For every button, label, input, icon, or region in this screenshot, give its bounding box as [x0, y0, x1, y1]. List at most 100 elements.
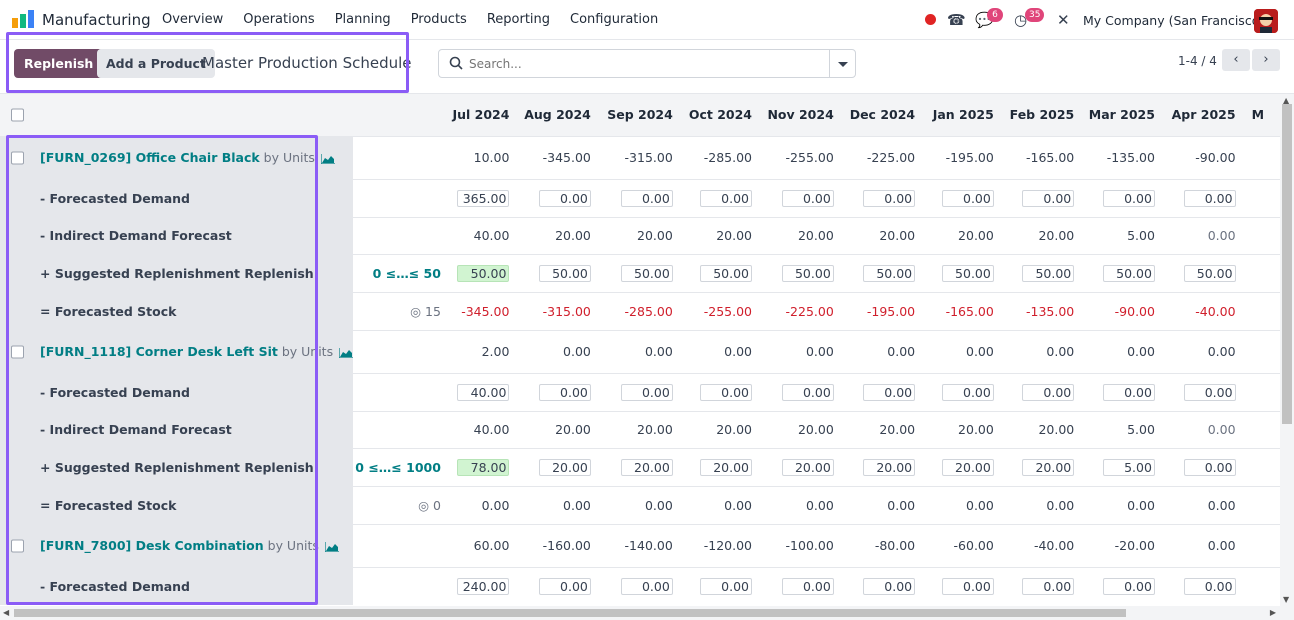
forecasted-demand-cell-input[interactable]: 0.00: [1183, 383, 1236, 401]
replenishment-cell-input[interactable]: 20.00: [781, 458, 834, 476]
app-name[interactable]: Manufacturing: [42, 11, 151, 29]
forecasted-demand-cell-input[interactable]: 0.00: [781, 577, 834, 595]
replenishment-cell[interactable]: 20.00: [925, 447, 1004, 486]
replenishment-cell-input[interactable]: 50.00: [1183, 264, 1236, 282]
replenishment-cell[interactable]: 20.00: [1003, 447, 1085, 486]
replenishment-cell[interactable]: 20.00: [843, 447, 926, 486]
pager-next-button[interactable]: ›: [1252, 49, 1280, 71]
replenishment-cell-input[interactable]: 78.00: [457, 458, 510, 476]
forecasted-demand-cell-input[interactable]: 0.00: [538, 383, 591, 401]
replenishment-cell-input[interactable]: 5.00: [1102, 458, 1155, 476]
horizontal-scrollbar-thumb[interactable]: [14, 609, 1126, 617]
forecasted-demand-cell[interactable]: 0.00: [1003, 178, 1085, 217]
manufacturing-app-icon[interactable]: [12, 10, 34, 28]
forecasted-demand-cell[interactable]: 0.00: [762, 566, 844, 605]
forecasted-demand-cell[interactable]: 0.00: [519, 178, 601, 217]
replenishment-cell[interactable]: 20.00: [600, 447, 683, 486]
forecasted-demand-cell[interactable]: 0.00: [925, 566, 1004, 605]
forecasted-demand-cell[interactable]: 0.00: [1164, 566, 1246, 605]
product-checkbox[interactable]: [11, 345, 24, 358]
replenishment-cell[interactable]: 20.00: [682, 447, 762, 486]
replenishment-cell[interactable]: 20.00: [519, 447, 601, 486]
product-checkbox[interactable]: [11, 151, 24, 164]
forecasted-demand-cell-input[interactable]: 40.00: [457, 383, 510, 401]
debug-tools-icon[interactable]: ✕: [1057, 11, 1070, 29]
forecasted-demand-cell[interactable]: 240.00: [450, 566, 520, 605]
forecasted-demand-cell[interactable]: 0.00: [682, 372, 762, 411]
replenishment-cell-input[interactable]: 50.00: [863, 264, 916, 282]
forecasted-demand-cell-input[interactable]: 365.00: [457, 189, 510, 207]
replenishment-cell[interactable]: 50.00: [843, 253, 926, 292]
select-all-checkbox[interactable]: [11, 108, 24, 122]
menu-reporting[interactable]: Reporting: [486, 12, 551, 27]
replenishment-cell-input[interactable]: 20.00: [538, 458, 591, 476]
forecasted-demand-cell-input[interactable]: 0.00: [700, 577, 752, 595]
forecasted-demand-cell[interactable]: 0.00: [843, 178, 926, 217]
forecasted-demand-cell[interactable]: 40.00: [450, 372, 520, 411]
replenishment-cell-input[interactable]: 50.00: [457, 264, 510, 282]
product-link[interactable]: [FURN_1118] Corner Desk Left Sit: [40, 344, 278, 359]
replenishment-cell-input[interactable]: 50.00: [1022, 264, 1075, 282]
forecasted-demand-cell[interactable]: 0.00: [843, 566, 926, 605]
replenishment-cell[interactable]: 50.00: [1084, 253, 1165, 292]
forecasted-demand-cell-input[interactable]: 0.00: [620, 383, 673, 401]
forecasted-demand-cell-input[interactable]: 0.00: [1183, 189, 1236, 207]
row-replenish-button[interactable]: Replenish: [244, 265, 314, 281]
forecasted-demand-cell-input[interactable]: 0.00: [781, 383, 834, 401]
search-bar[interactable]: [438, 49, 830, 78]
menu-operations[interactable]: Operations: [243, 12, 315, 27]
row-replenish-button[interactable]: Replenish: [244, 459, 314, 475]
forecasted-demand-cell[interactable]: 0.00: [1003, 566, 1085, 605]
safety-stock-cell[interactable]: ◎ 0: [353, 485, 451, 524]
menu-overview[interactable]: Overview: [162, 12, 224, 27]
forecasted-demand-cell-input[interactable]: 0.00: [620, 189, 673, 207]
forecasted-demand-cell-input[interactable]: 0.00: [1183, 577, 1236, 595]
replenishment-cell[interactable]: 50.00: [762, 253, 844, 292]
forecasted-demand-cell-input[interactable]: 0.00: [941, 577, 994, 595]
product-link[interactable]: [FURN_0269] Office Chair Black: [40, 150, 260, 165]
forecasted-demand-cell[interactable]: 0.00: [1164, 372, 1246, 411]
forecasted-demand-cell[interactable]: 0.00: [1164, 178, 1246, 217]
activities-icon[interactable]: ◷: [1014, 11, 1028, 29]
forecast-graph-icon[interactable]: [339, 347, 354, 358]
replenishment-cell[interactable]: 50.00: [519, 253, 601, 292]
menu-products[interactable]: Products: [410, 12, 467, 27]
forecasted-demand-cell[interactable]: 0.00: [682, 566, 762, 605]
pager-previous-button[interactable]: ‹: [1222, 49, 1250, 71]
add-product-button[interactable]: Add a Product: [97, 49, 215, 78]
forecasted-demand-cell[interactable]: 0.00: [1003, 372, 1085, 411]
replenishment-cell-input[interactable]: 20.00: [700, 458, 752, 476]
replenishment-cell[interactable]: 20.00: [762, 447, 844, 486]
replenishment-cell[interactable]: 0.00: [1164, 447, 1246, 486]
forecasted-demand-cell-input[interactable]: 0.00: [863, 577, 916, 595]
replenishment-cell-input[interactable]: 50.00: [700, 264, 752, 282]
user-avatar[interactable]: [1254, 9, 1278, 33]
forecasted-demand-cell[interactable]: 0.00: [1084, 178, 1165, 217]
forecasted-demand-cell-input[interactable]: 0.00: [700, 189, 752, 207]
replenishment-cell[interactable]: 50.00: [682, 253, 762, 292]
forecasted-demand-cell[interactable]: 0.00: [519, 372, 601, 411]
vertical-scrollbar-thumb[interactable]: [1282, 104, 1292, 424]
replenishment-cell-input[interactable]: 20.00: [1022, 458, 1075, 476]
forecasted-demand-cell[interactable]: 0.00: [762, 372, 844, 411]
replenishment-cell[interactable]: 50.00: [925, 253, 1004, 292]
pager-value[interactable]: 1-4 / 4: [1178, 54, 1217, 68]
forecasted-demand-cell[interactable]: 0.00: [682, 178, 762, 217]
forecasted-demand-cell-input[interactable]: 0.00: [1022, 189, 1075, 207]
product-link[interactable]: [FURN_7800] Desk Combination: [40, 538, 264, 553]
forecasted-demand-cell-input[interactable]: 0.00: [1102, 577, 1155, 595]
replenishment-cell-input[interactable]: 20.00: [941, 458, 994, 476]
replenishment-cell-input[interactable]: 50.00: [620, 264, 673, 282]
forecast-graph-icon[interactable]: [324, 541, 339, 552]
forecasted-demand-cell-input[interactable]: 0.00: [863, 383, 916, 401]
replenishment-cell[interactable]: 78.00: [450, 447, 520, 486]
vertical-scrollbar[interactable]: ▲ ▼: [1280, 94, 1294, 606]
phone-icon[interactable]: ☎: [947, 11, 966, 29]
replenishment-cell-input[interactable]: 50.00: [941, 264, 994, 282]
replenishment-cell-input[interactable]: 50.00: [538, 264, 591, 282]
forecasted-demand-cell-input[interactable]: 0.00: [1102, 189, 1155, 207]
replenishment-cell[interactable]: 50.00: [1164, 253, 1246, 292]
forecasted-demand-cell-input[interactable]: 0.00: [1022, 383, 1075, 401]
safety-stock-cell[interactable]: ◎ 15: [353, 291, 451, 330]
forecasted-demand-cell-input[interactable]: 0.00: [620, 577, 673, 595]
